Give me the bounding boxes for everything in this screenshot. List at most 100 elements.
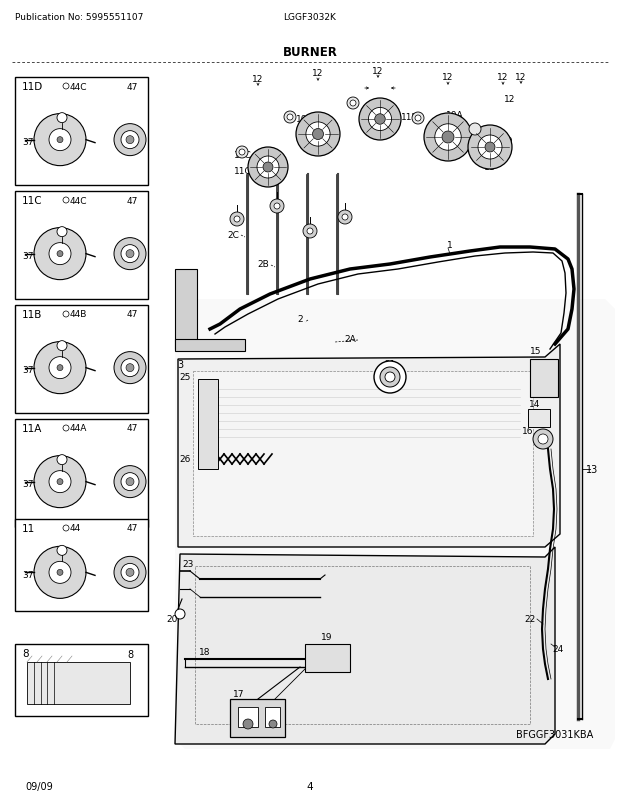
Bar [230, 699, 285, 737]
Text: 44A: 44A [70, 424, 87, 433]
Text: 18: 18 [199, 648, 211, 657]
Circle shape [303, 225, 317, 239]
Circle shape [34, 342, 86, 394]
Bar [175, 339, 245, 351]
Circle shape [57, 114, 67, 124]
Text: 12: 12 [373, 67, 384, 75]
Text: 37: 37 [22, 480, 33, 488]
Circle shape [126, 250, 134, 258]
Text: 17: 17 [233, 690, 244, 699]
Circle shape [533, 429, 553, 449]
Circle shape [57, 341, 67, 351]
Circle shape [257, 157, 279, 179]
Bar [528, 410, 550, 427]
Text: 37: 37 [22, 570, 33, 579]
Text: 12: 12 [515, 72, 526, 81]
Bar [15, 520, 148, 611]
Circle shape [57, 545, 67, 556]
Bar [175, 269, 197, 350]
Text: 47: 47 [126, 83, 138, 91]
Text: 11A: 11A [22, 423, 42, 433]
Circle shape [270, 200, 284, 214]
Text: 24: 24 [552, 645, 564, 654]
Circle shape [424, 114, 472, 162]
Text: 14: 14 [529, 400, 541, 409]
Text: 19: 19 [321, 633, 333, 642]
Circle shape [485, 143, 495, 153]
Circle shape [478, 136, 502, 160]
Bar [15, 78, 148, 186]
Text: 1: 1 [447, 241, 453, 249]
Text: 12: 12 [497, 74, 508, 83]
Text: 37: 37 [22, 366, 33, 375]
Circle shape [114, 352, 146, 384]
Circle shape [57, 137, 63, 144]
Bar [195, 566, 530, 724]
Circle shape [126, 364, 134, 372]
Text: 10: 10 [502, 137, 514, 146]
Circle shape [234, 217, 240, 223]
Text: 44: 44 [70, 524, 81, 533]
Text: LGGF3032K: LGGF3032K [283, 14, 337, 22]
Text: 09/09: 09/09 [25, 781, 53, 791]
Circle shape [126, 478, 134, 486]
Circle shape [385, 373, 395, 383]
Text: 25: 25 [179, 373, 191, 382]
Circle shape [57, 227, 67, 237]
Bar [15, 644, 148, 716]
Circle shape [63, 198, 69, 204]
Text: 44C: 44C [70, 196, 87, 205]
Text: 11D: 11D [401, 113, 419, 123]
Circle shape [49, 561, 71, 584]
Text: 12: 12 [442, 74, 454, 83]
Text: 11B: 11B [22, 310, 42, 320]
Text: 10B: 10B [296, 115, 314, 124]
Circle shape [269, 720, 277, 728]
Circle shape [412, 113, 424, 125]
Circle shape [380, 367, 400, 387]
Circle shape [57, 251, 63, 257]
Circle shape [114, 124, 146, 156]
Text: 21: 21 [384, 360, 396, 369]
Circle shape [347, 98, 359, 110]
Polygon shape [175, 547, 555, 744]
Bar [193, 371, 533, 537]
Circle shape [57, 569, 63, 576]
Circle shape [34, 456, 86, 508]
Circle shape [274, 204, 280, 210]
Circle shape [121, 564, 139, 581]
Circle shape [359, 99, 401, 141]
Text: 2C: 2C [227, 230, 239, 239]
Circle shape [287, 115, 293, 121]
Circle shape [126, 136, 134, 144]
Text: BURNER: BURNER [283, 47, 337, 59]
Circle shape [175, 610, 185, 619]
Text: 13: 13 [586, 464, 598, 475]
Circle shape [284, 111, 296, 124]
Circle shape [34, 115, 86, 167]
Text: 3: 3 [177, 359, 183, 370]
Text: 10C: 10C [371, 103, 389, 111]
Polygon shape [175, 300, 615, 749]
Text: 11D: 11D [22, 82, 43, 92]
Circle shape [49, 129, 71, 152]
Circle shape [435, 124, 461, 151]
Text: 11C: 11C [22, 196, 43, 206]
Text: 2: 2 [297, 315, 303, 324]
Circle shape [442, 132, 454, 144]
Text: 44B: 44B [70, 310, 87, 319]
Text: 15: 15 [530, 347, 542, 356]
Text: 47: 47 [126, 524, 138, 533]
Text: 20: 20 [166, 615, 178, 624]
Circle shape [121, 132, 139, 149]
Bar [15, 192, 148, 300]
Circle shape [114, 238, 146, 270]
Circle shape [49, 243, 71, 265]
Circle shape [121, 359, 139, 377]
Circle shape [114, 466, 146, 498]
Bar [15, 306, 148, 414]
Text: 8: 8 [127, 649, 133, 659]
Text: 16: 16 [522, 427, 534, 436]
Circle shape [307, 229, 313, 235]
Text: 47: 47 [126, 424, 138, 433]
